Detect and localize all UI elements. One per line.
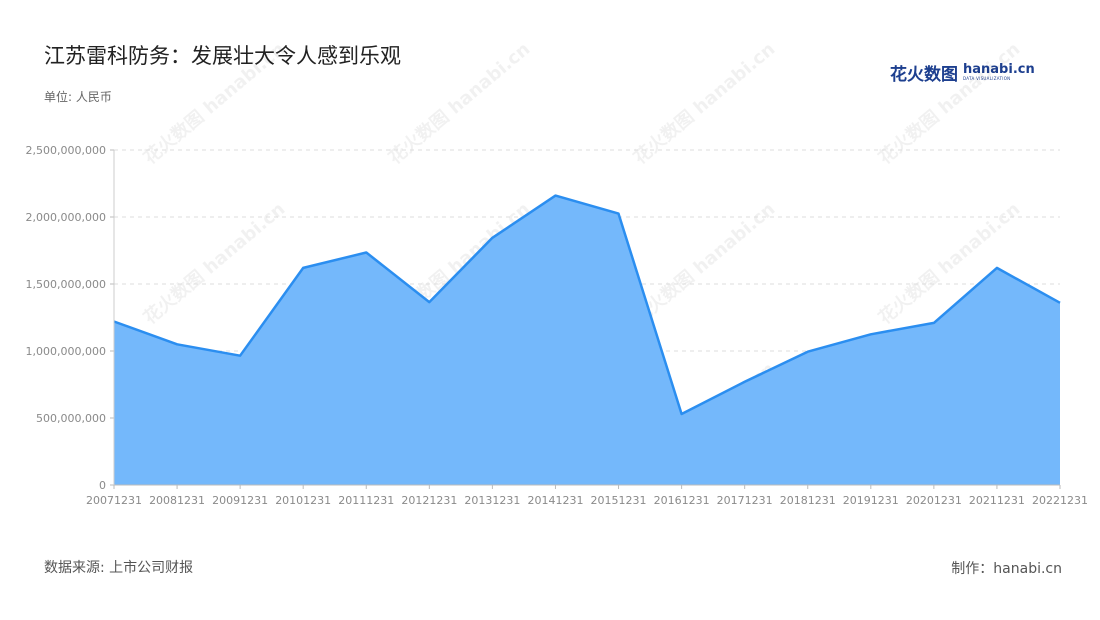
x-tick-label: 20081231 (149, 494, 205, 507)
x-tick-label: 20091231 (212, 494, 268, 507)
y-tick-label: 1,000,000,000 (26, 345, 106, 358)
x-tick-labels: 20071231 20081231 20091231 20101231 20111231… (86, 485, 1088, 507)
x-tick-label: 20221231 (1032, 494, 1088, 507)
credit-label: 制作：hanabi.cn (951, 561, 1062, 577)
y-tick-label: 1,500,000,000 (26, 278, 106, 291)
data-source: 数据来源: 上市公司财报 (44, 560, 194, 576)
x-tick-label: 20121231 (401, 494, 457, 507)
series-line (113, 194, 1061, 416)
watermark-text: 花火数图 hanabi.cn (384, 38, 534, 169)
y-tick-labels: 0 500,000,000 1,000,000,000 1,500,000,000 2,… (26, 144, 106, 492)
unit-label: 单位: 人民币 (44, 90, 112, 104)
x-tick-label: 20101231 (275, 494, 331, 507)
x-tick-label: 20111231 (338, 494, 394, 507)
area-fill (114, 195, 1060, 485)
x-tick-label: 20161231 (654, 494, 710, 507)
x-tick-label: 20131231 (464, 494, 520, 507)
x-tick-label: 20181231 (780, 494, 836, 507)
watermark-text: 花火数图 hanabi.cn (874, 38, 1024, 169)
x-tick-label: 20191231 (843, 494, 899, 507)
x-tick-label: 20211231 (969, 494, 1025, 507)
x-tick-label: 20151231 (591, 494, 647, 507)
logo-cn-text: 花火数图 (890, 64, 958, 85)
logo-en-text: hanabi.cn (963, 62, 1035, 77)
x-tick-label: 20171231 (717, 494, 773, 507)
x-tick-label: 20141231 (527, 494, 583, 507)
y-tick-label: 0 (99, 479, 106, 492)
y-tick-label: 2,500,000,000 (26, 144, 106, 157)
x-tick-label: 20201231 (906, 494, 962, 507)
x-tick-label: 20071231 (86, 494, 142, 507)
chart-title: 江苏雷科防务：发展壮大令人感到乐观 (44, 44, 401, 68)
watermark-text: 花火数图 hanabi.cn (139, 38, 289, 169)
watermark-text: 花火数图 hanabi.cn (629, 38, 779, 169)
y-tick-label: 2,000,000,000 (26, 211, 106, 224)
brand-logo: 花火数图 hanabi.cn DATA VISUALIZATION (890, 58, 1035, 86)
y-tick-label: 500,000,000 (36, 412, 106, 425)
logo-sub-text: DATA VISUALIZATION (963, 76, 1011, 81)
